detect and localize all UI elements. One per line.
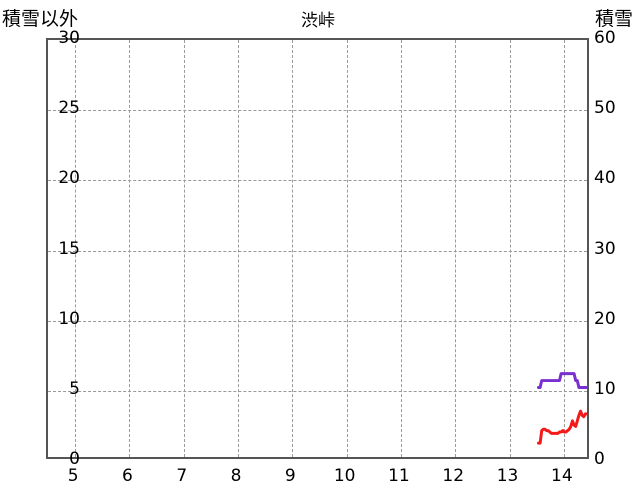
gridline-horizontal — [48, 110, 587, 112]
y-axis-right-tick-label: 60 — [594, 28, 616, 48]
gridline-vertical — [346, 40, 348, 457]
x-axis-tick-label: 10 — [333, 466, 356, 486]
gridline-vertical — [75, 40, 77, 457]
x-axis-tick-label: 9 — [284, 466, 296, 486]
gridline-vertical — [400, 40, 402, 457]
gridline-vertical — [183, 40, 185, 457]
y-axis-left-tick-label: 0 — [69, 449, 80, 469]
gridline-horizontal — [48, 390, 587, 392]
right-axis-title: 積雪 — [594, 8, 633, 30]
series-line — [537, 409, 587, 445]
gridline-vertical — [563, 40, 565, 457]
y-axis-right-tick-label: 10 — [594, 378, 616, 399]
gridline-vertical — [455, 40, 457, 457]
y-axis-left-tick-label: 15 — [58, 238, 80, 259]
series-layer — [537, 372, 587, 445]
x-axis-tick-label: 14 — [551, 466, 573, 486]
gridline-vertical — [509, 40, 511, 457]
series-line — [537, 372, 587, 389]
left-axis-title: 積雪以外 — [2, 8, 79, 30]
y-axis-right-tick-label: 50 — [594, 98, 616, 119]
x-axis-tick-label: 6 — [122, 466, 133, 486]
y-axis-left-tick-label: 20 — [58, 168, 80, 189]
chart-title: 渋峠 — [301, 11, 335, 31]
x-axis-tick-label: 11 — [388, 466, 410, 486]
x-axis-tick-label: 12 — [442, 466, 465, 486]
gridline-vertical — [238, 40, 240, 457]
y-axis-left-tick-label: 30 — [58, 28, 80, 48]
y-axis-left-tick-label: 10 — [58, 308, 80, 329]
gridline-horizontal — [48, 250, 587, 252]
y-axis-right-tick-label: 0 — [594, 449, 605, 469]
x-axis-tick-label: 5 — [67, 466, 79, 486]
x-axis-tick-label: 13 — [496, 466, 519, 486]
y-axis-right-tick-label: 30 — [594, 238, 616, 259]
y-axis-left-tick-label: 5 — [69, 378, 80, 399]
gridline-horizontal — [48, 320, 587, 322]
gridline-vertical — [129, 40, 131, 457]
gridline-vertical — [292, 40, 294, 457]
y-axis-right-tick-label: 20 — [594, 308, 616, 329]
plot-area — [46, 38, 589, 459]
gridline-horizontal — [48, 180, 587, 182]
y-axis-left-tick-label: 25 — [58, 98, 80, 119]
x-axis-tick-label: 7 — [176, 466, 188, 486]
x-axis-tick-label: 8 — [230, 466, 242, 486]
y-axis-right-tick-label: 40 — [594, 168, 616, 189]
